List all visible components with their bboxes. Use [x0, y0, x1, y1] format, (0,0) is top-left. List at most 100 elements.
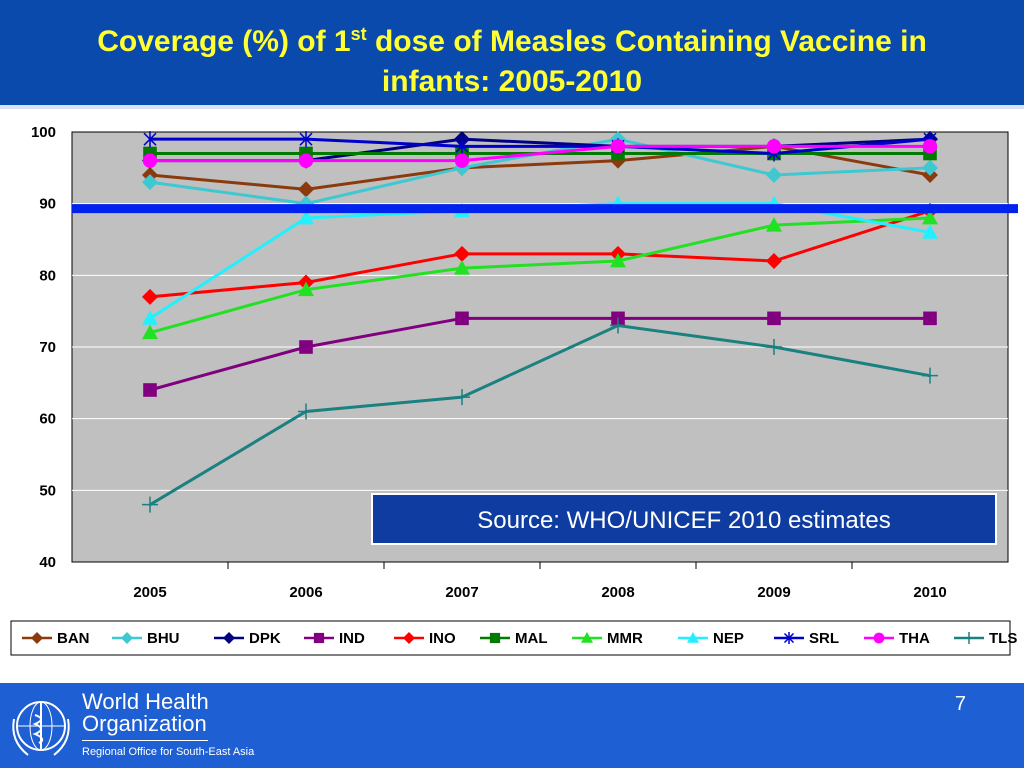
slide-title: Coverage (%) of 1st dose of Measles Cont… — [30, 14, 994, 102]
y-tick-label: 60 — [39, 411, 56, 428]
legend-item-ban: BAN — [22, 630, 90, 647]
org-name-line1: World Health — [82, 689, 209, 714]
legend-label: DPK — [249, 630, 281, 647]
title-text-line2: infants: 2005-2010 — [381, 65, 643, 98]
x-tick-label: 2006 — [289, 584, 322, 601]
who-emblem-icon — [12, 701, 70, 756]
y-tick-label: 100 — [31, 124, 56, 141]
y-tick-label: 50 — [39, 482, 56, 499]
legend-item-bhu: BHU — [112, 630, 180, 647]
legend-label: SRL — [809, 630, 839, 647]
legend-label: MMR — [607, 630, 643, 647]
legend-marker — [121, 632, 133, 644]
source-annotation: Source: WHO/UNICEF 2010 estimates — [477, 507, 890, 534]
data-point — [298, 181, 314, 198]
x-axis-tick-labels: 2005 2006 2007 2008 2009 2010 — [133, 584, 946, 601]
legend-box — [10, 620, 1011, 656]
measles-coverage-chart: 40 50 60 70 80 90 100 2005 2006 2007 2008 2009 2010… — [10, 124, 1018, 656]
data-point — [454, 245, 470, 262]
title-text-part1: Coverage (%) of 1 — [97, 25, 351, 58]
data-point — [143, 131, 157, 148]
source-box: Source: WHO/UNICEF 2010 estimates — [371, 493, 997, 545]
data-point — [455, 138, 469, 155]
legend-marker — [873, 632, 885, 644]
gridlines — [72, 203, 1008, 491]
data-point — [142, 324, 158, 340]
data-point — [610, 139, 626, 154]
data-point — [455, 311, 469, 326]
series-tha — [142, 139, 938, 168]
y-tick-label: 70 — [39, 339, 56, 356]
data-point — [299, 131, 313, 148]
data-point — [610, 253, 626, 268]
series-line — [150, 137, 931, 156]
data-point — [766, 167, 782, 183]
title-superscript: st — [350, 24, 367, 44]
x-tick-marks — [227, 562, 853, 569]
data-point — [767, 311, 781, 326]
data-point — [454, 389, 470, 406]
series-line — [149, 323, 931, 506]
data-point — [143, 383, 157, 397]
legend-marker — [687, 632, 699, 643]
legend-marker — [223, 632, 235, 644]
data-point — [766, 139, 782, 154]
legend-marker — [783, 632, 795, 644]
slide-number: 7 — [954, 693, 966, 715]
org-divider — [82, 740, 208, 741]
series-line — [149, 209, 931, 299]
who-org-name: World Health Organization — [82, 691, 209, 735]
legend-label: TLS — [989, 630, 1017, 647]
legend-item-mal: MAL — [480, 630, 548, 647]
data-point — [298, 281, 314, 297]
legend-item-ind: IND — [304, 630, 365, 647]
series-line — [150, 144, 930, 163]
legend-marker — [581, 632, 593, 643]
title-band: Coverage (%) of 1st dose of Measles Cont… — [0, 0, 1024, 109]
legend-label: BAN — [57, 630, 90, 647]
data-point — [923, 311, 937, 326]
data-point — [610, 317, 626, 334]
data-point — [142, 310, 158, 325]
title-text-part2: dose of Measles Containing Vaccine in — [366, 25, 927, 58]
legend-marker — [403, 632, 415, 644]
legend-marker — [963, 632, 975, 644]
x-tick-label: 2008 — [601, 584, 634, 601]
legend-item-tls: TLS — [954, 630, 1017, 647]
legend-label: BHU — [147, 630, 180, 647]
legend-item-dpk: DPK — [214, 630, 281, 647]
data-point — [922, 224, 938, 239]
y-tick-label: 40 — [39, 554, 56, 571]
legend-marker — [313, 632, 325, 644]
data-point — [922, 367, 938, 384]
legend-item-nep: NEP — [678, 630, 744, 647]
legend-label: THA — [899, 630, 930, 647]
legend-item-ino: INO — [394, 630, 456, 647]
data-point — [766, 253, 782, 269]
data-point — [142, 153, 158, 168]
x-tick-label: 2010 — [913, 584, 946, 601]
x-tick-label: 2005 — [133, 584, 166, 601]
data-point — [299, 340, 313, 354]
data-point — [298, 153, 314, 168]
legend-label: IND — [339, 630, 365, 647]
y-axis-tick-labels: 40 50 60 70 80 90 100 — [31, 124, 56, 571]
footer-band: World Health Organization Regional Offic… — [0, 683, 1024, 768]
data-point — [142, 496, 158, 513]
data-point — [298, 403, 314, 420]
legend-item-mmr: MMR — [572, 630, 643, 647]
series-tls — [142, 317, 938, 513]
x-tick-label: 2007 — [445, 584, 478, 601]
data-point — [454, 260, 470, 275]
legend-label: INO — [429, 630, 456, 647]
legend-marker — [489, 632, 501, 644]
y-tick-label: 90 — [39, 196, 56, 213]
data-point — [142, 174, 158, 191]
legend-label: NEP — [713, 630, 744, 647]
series-line — [149, 316, 930, 392]
data-point — [142, 288, 158, 305]
data-point — [454, 153, 470, 168]
data-point — [766, 339, 782, 355]
x-tick-label: 2009 — [757, 584, 790, 601]
org-name-line2: Organization — [82, 711, 207, 736]
